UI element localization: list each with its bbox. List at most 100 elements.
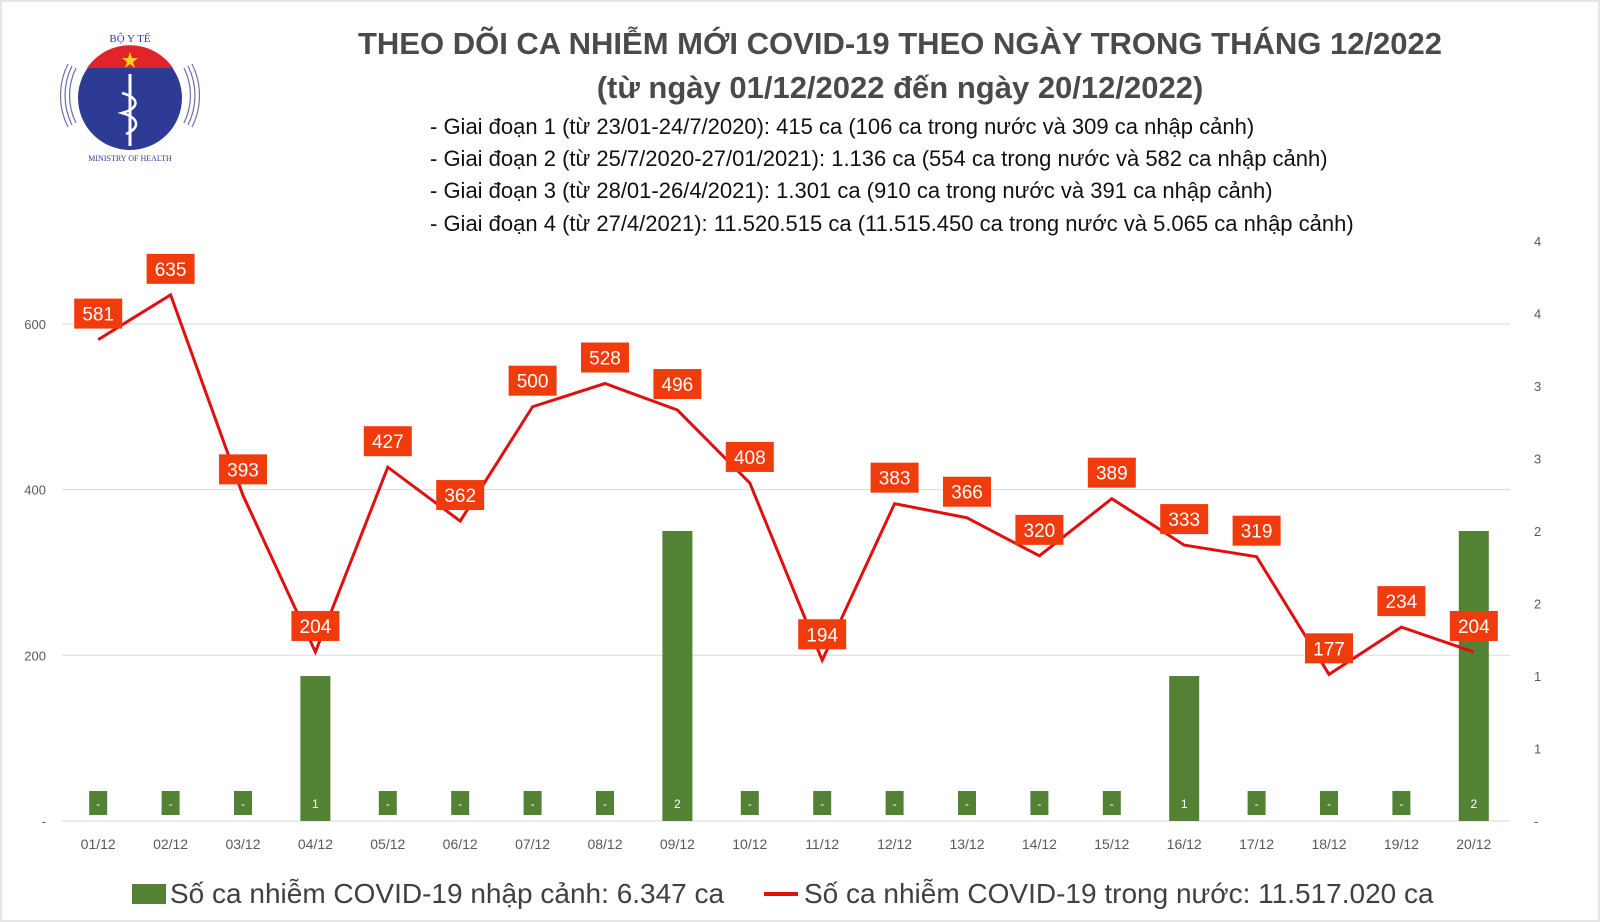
svg-text:BỘ Y TẾ: BỘ Y TẾ [109, 32, 150, 45]
line-data-label-box [436, 480, 485, 511]
x-axis-tick-label: 17/12 [1239, 836, 1274, 852]
x-axis-tick-label: 14/12 [1022, 836, 1057, 852]
x-axis-tick-label: 02/12 [153, 836, 188, 852]
line-data-label-box [363, 426, 412, 457]
line-data-label: 204 [300, 617, 332, 638]
left-axis-tick-label: 400 [24, 483, 46, 498]
line-data-label-box [725, 441, 774, 472]
line-data-label-box [1087, 457, 1136, 488]
x-axis-tick-label: 16/12 [1167, 836, 1202, 852]
line-data-label: 500 [517, 372, 549, 393]
bar [523, 791, 542, 815]
bar-data-label: - [241, 797, 245, 811]
x-axis-tick-label: 08/12 [587, 836, 622, 852]
bar-data-label: - [1255, 797, 1259, 811]
bar [451, 791, 470, 815]
line-data-label: 362 [444, 486, 476, 507]
x-axis-tick-label: 01/12 [81, 836, 116, 852]
ministry-of-health-logo: BỘ Y TẾ MINISTRY OF HEALTH [60, 32, 200, 163]
x-axis-tick-label: 15/12 [1094, 836, 1129, 852]
bar-data-label: 2 [1470, 797, 1477, 811]
bar-data-label: - [386, 797, 390, 811]
bar [958, 791, 976, 815]
bar [1102, 791, 1121, 815]
bar [885, 791, 904, 815]
line-data-label-box [1015, 514, 1064, 545]
right-axis-tick-label: 2 [1534, 524, 1541, 539]
bar [813, 791, 832, 815]
x-axis-tick-label: 10/12 [732, 836, 767, 852]
bar [1392, 791, 1411, 815]
line-data-label: 320 [1024, 521, 1056, 542]
bar-data-label: - [748, 797, 752, 811]
bar-data-label: - [1037, 797, 1041, 811]
line-data-label-box [798, 619, 847, 650]
line-data-label-box [653, 369, 702, 400]
bar [740, 791, 759, 815]
legend-swatch-line [764, 892, 798, 896]
bar-data-label: - [1399, 797, 1403, 811]
line-data-label: 528 [589, 349, 621, 370]
bar [89, 791, 108, 815]
note-phase-3: - Giai đoạn 3 (từ 28/01-26/4/2021): 1.30… [430, 178, 1273, 203]
line-data-label-box [1232, 515, 1281, 546]
line-data-label: 204 [1458, 617, 1490, 638]
legend-label-domestic: Số ca nhiễm COVID-19 trong nước: 11.517.… [804, 878, 1434, 909]
x-axis-tick-label: 20/12 [1456, 836, 1491, 852]
line-data-label: 408 [734, 448, 766, 469]
x-axis-tick-label: 06/12 [443, 836, 478, 852]
bar [1320, 791, 1338, 815]
x-axis-tick-label: 05/12 [370, 836, 405, 852]
left-axis-tick-label: 600 [24, 317, 46, 332]
bar-data-label: - [603, 797, 607, 811]
chart-title: THEO DÕI CA NHIỄM MỚI COVID-19 THEO NGÀY… [357, 26, 1443, 61]
bar-data-label: 2 [674, 797, 681, 811]
chart-subtitle: (từ ngày 01/12/2022 đến ngày 20/12/2022) [596, 70, 1204, 105]
left-axis-tick-label: - [42, 814, 46, 829]
legend-item-domestic: Số ca nhiễm COVID-19 trong nước: 11.517.… [764, 878, 1434, 910]
note-phase-2: - Giai đoạn 2 (từ 25/7/2020-27/01/2021):… [430, 146, 1328, 171]
line-data-label: 319 [1241, 522, 1273, 543]
bar [1169, 676, 1200, 821]
bar [1458, 531, 1489, 821]
bar-data-label: - [458, 797, 462, 811]
bar [1247, 791, 1266, 815]
line-data-label: 234 [1386, 592, 1418, 613]
line-data-label: 333 [1168, 510, 1200, 531]
bar-data-label: - [169, 797, 173, 811]
x-axis-tick-label: 19/12 [1384, 836, 1419, 852]
line-data-label: 366 [951, 483, 983, 504]
bar-data-label: - [96, 797, 100, 811]
right-axis-tick-label: 1 [1534, 669, 1541, 684]
line-data-label-box [943, 476, 991, 507]
bar-data-label: - [1327, 797, 1331, 811]
line-data-label-box [291, 610, 340, 641]
line-data-label: 177 [1313, 639, 1345, 660]
line-data-label-box [74, 298, 123, 329]
line-data-label: 581 [82, 305, 114, 326]
bar-data-label: - [893, 797, 897, 811]
bar-data-label: - [1110, 797, 1114, 811]
bar [161, 791, 180, 815]
line-data-label-box [1449, 610, 1498, 641]
legend-swatch-bar [132, 884, 166, 904]
line-data-label-box [219, 454, 267, 485]
bar [300, 676, 331, 821]
bar [662, 531, 693, 821]
x-axis-tick-label: 03/12 [225, 836, 260, 852]
right-axis-tick-label: 3 [1534, 379, 1541, 394]
line-data-label-box [870, 462, 919, 493]
x-axis-tick-label: 18/12 [1311, 836, 1346, 852]
line-data-label: 389 [1096, 464, 1128, 485]
legend-label-imported: Số ca nhiễm COVID-19 nhập cảnh: 6.347 ca [170, 878, 725, 909]
x-axis-tick-label: 09/12 [660, 836, 695, 852]
bar [1030, 791, 1049, 815]
right-axis-tick-label: 2 [1534, 597, 1541, 612]
right-axis-tick-label: - [1534, 814, 1538, 829]
line-data-label: 383 [879, 469, 911, 490]
x-axis-tick-label: 04/12 [298, 836, 333, 852]
bar-data-label: - [820, 797, 824, 811]
line-data-label-box [1160, 504, 1209, 535]
right-axis-tick-label: 4 [1534, 307, 1541, 322]
